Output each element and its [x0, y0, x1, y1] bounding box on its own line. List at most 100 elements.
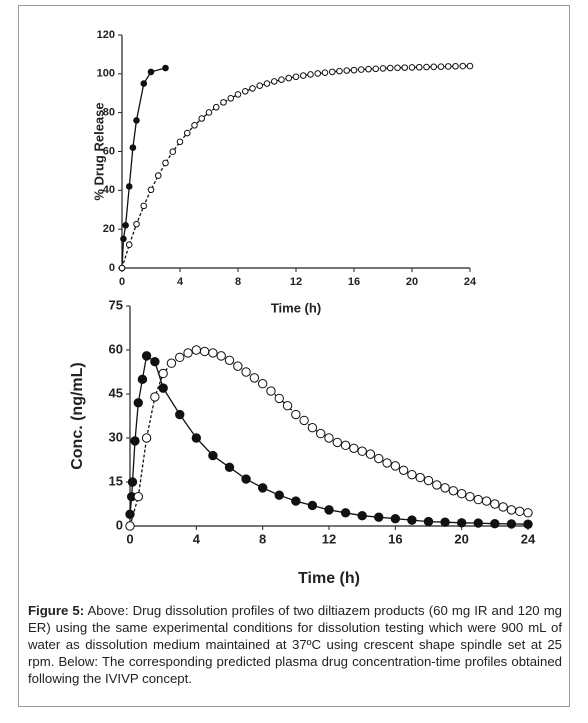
data-point — [350, 66, 358, 74]
data-point — [234, 91, 242, 98]
y-tick-label: 100 — [97, 68, 115, 80]
data-point — [490, 499, 500, 509]
y-tick-label: 80 — [103, 107, 115, 119]
data-point — [208, 348, 218, 358]
data-point — [407, 469, 417, 480]
data-point — [365, 65, 372, 73]
data-point — [212, 103, 220, 111]
series-line — [121, 67, 166, 269]
data-point — [336, 67, 343, 75]
data-point — [307, 423, 318, 433]
data-point — [133, 117, 140, 124]
data-point — [176, 138, 184, 146]
data-point — [191, 345, 202, 355]
data-point — [183, 129, 191, 137]
data-point — [423, 516, 434, 527]
x-tick-label: 8 — [259, 531, 266, 546]
data-point — [118, 264, 126, 272]
data-point — [382, 458, 392, 468]
x-axis-label: Time (h) — [271, 300, 321, 315]
data-point — [452, 62, 459, 70]
data-point — [137, 374, 148, 385]
data-point — [208, 450, 218, 461]
data-point — [466, 62, 474, 70]
data-point — [191, 433, 202, 443]
data-point — [175, 352, 185, 363]
data-point — [147, 186, 155, 194]
data-point — [291, 409, 301, 420]
data-point — [401, 64, 409, 71]
data-point — [141, 351, 152, 361]
x-axis-label: Time (h) — [298, 570, 360, 587]
data-point — [307, 500, 318, 511]
x-tick-label: 0 — [126, 531, 133, 546]
data-point — [216, 351, 226, 361]
data-point — [390, 513, 401, 524]
data-point — [343, 67, 351, 74]
x-tick-label: 16 — [348, 276, 360, 288]
data-point — [324, 505, 334, 515]
y-tick-label: 30 — [109, 429, 123, 444]
data-point — [430, 63, 438, 71]
x-tick-label: 20 — [454, 531, 468, 546]
data-point — [386, 64, 394, 72]
data-point — [459, 62, 467, 70]
data-point — [437, 63, 445, 70]
data-point — [440, 483, 450, 493]
data-point — [340, 508, 351, 518]
data-point — [324, 433, 334, 443]
data-point — [257, 483, 268, 493]
x-tick-label: 24 — [521, 531, 536, 546]
data-point — [241, 474, 251, 484]
data-point — [169, 148, 177, 155]
data-point — [256, 82, 264, 89]
data-point — [133, 220, 140, 228]
data-point — [415, 63, 423, 71]
data-point — [150, 357, 160, 367]
data-point — [316, 428, 326, 439]
data-point — [490, 518, 500, 529]
data-point — [357, 66, 365, 73]
data-point — [224, 462, 235, 473]
data-point — [357, 511, 367, 521]
x-tick-label: 16 — [388, 531, 402, 546]
data-point — [444, 63, 452, 70]
data-point — [224, 355, 235, 365]
data-point — [205, 109, 213, 116]
data-point — [133, 398, 143, 408]
data-point — [241, 88, 249, 95]
y-tick-label: 20 — [103, 223, 115, 235]
data-point — [299, 415, 309, 426]
data-point — [285, 74, 293, 82]
data-point — [374, 512, 384, 522]
data-point — [175, 409, 185, 420]
data-point — [332, 437, 342, 448]
data-point — [257, 379, 268, 389]
data-point — [340, 440, 351, 451]
x-tick-label: 8 — [235, 276, 241, 288]
x-tick-label: 20 — [406, 276, 418, 288]
data-point — [127, 477, 138, 487]
data-point — [374, 453, 384, 464]
data-point — [233, 361, 243, 371]
data-point — [506, 519, 517, 529]
data-point — [299, 72, 307, 79]
data-point — [270, 78, 278, 85]
data-point — [523, 508, 533, 518]
data-point — [158, 383, 168, 393]
data-point — [183, 348, 193, 358]
data-point — [307, 71, 314, 78]
data-point — [473, 518, 483, 528]
data-point — [349, 443, 359, 453]
data-point — [291, 496, 301, 506]
y-axis-label: Conc. (ng/mL) — [69, 362, 86, 470]
y-tick-label: 0 — [116, 517, 123, 532]
data-point — [440, 517, 450, 527]
data-point — [158, 368, 168, 379]
data-point — [407, 515, 417, 525]
data-point — [390, 461, 401, 471]
data-point — [456, 518, 467, 528]
data-point — [432, 480, 442, 490]
data-point — [120, 235, 127, 243]
